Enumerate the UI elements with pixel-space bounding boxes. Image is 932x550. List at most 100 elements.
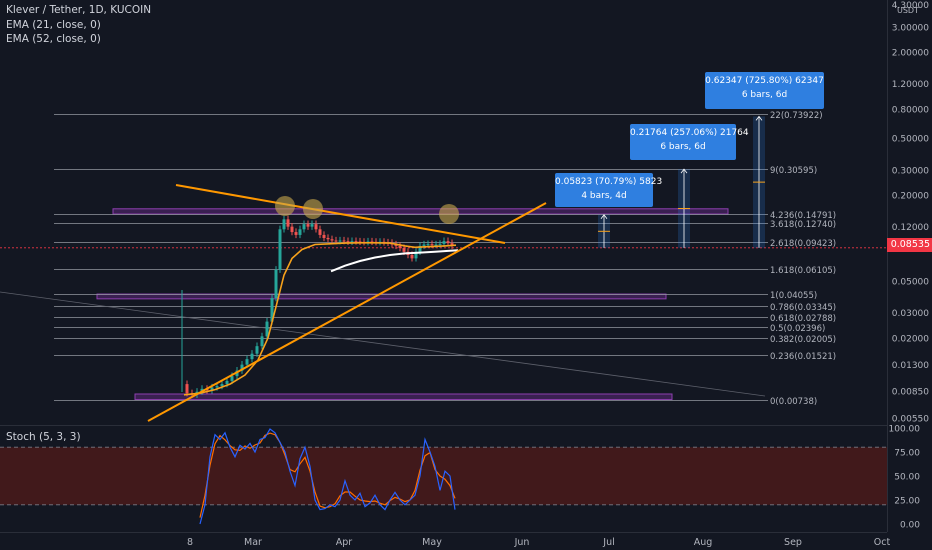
- candle-body-1: [185, 384, 189, 394]
- price-tick-6: 0.30000: [892, 166, 929, 176]
- fib-label-10: 4.236(0.14791): [770, 211, 836, 221]
- candle-body-50: [398, 245, 402, 249]
- candle-body-36: [342, 240, 346, 242]
- symbol-title[interactable]: Klever / Tether, 1D, KUCOIN: [6, 4, 152, 16]
- candle-body-8: [220, 384, 224, 387]
- candle-body-10: [230, 376, 234, 381]
- measure-label-3[interactable]: 0.62347 (725.80%) 62347 6 bars, 6d: [705, 72, 824, 109]
- candle-body-60: [438, 243, 442, 245]
- highlight-circles: [275, 196, 459, 224]
- candle-body-6: [210, 387, 214, 391]
- candle-body-12: [240, 364, 244, 371]
- fib-label-2: 0.382(0.02005): [770, 335, 836, 345]
- time-tick-8: Oct: [874, 537, 891, 548]
- candle-body-39: [354, 241, 358, 243]
- measure-3-change: 0.62347 (725.80%) 62347: [705, 76, 824, 86]
- candle-body-24: [294, 232, 298, 235]
- ema52-legend[interactable]: EMA (52, close, 0): [6, 33, 101, 45]
- price-tick-15: 0.00550: [892, 415, 929, 425]
- candle-body-55: [418, 245, 422, 252]
- measure-label-2[interactable]: 0.21764 (257.06%) 21764 6 bars, 6d: [630, 124, 749, 160]
- stoch-legend[interactable]: Stoch (5, 3, 3): [6, 431, 81, 443]
- current-price-badge: 0.08535: [887, 238, 932, 252]
- long-trendline: [0, 291, 766, 397]
- fib-label-5: 0.786(0.03345): [770, 303, 836, 313]
- price-tick-13: 0.01300: [892, 361, 929, 371]
- ema21-legend[interactable]: EMA (21, close, 0): [6, 19, 101, 31]
- candle-body-18: [270, 298, 274, 322]
- candle-body-14: [250, 353, 254, 360]
- price-tick-8: 0.12000: [892, 223, 929, 233]
- candle-body-16: [260, 336, 264, 347]
- measure-arrowhead-2: [680, 168, 688, 174]
- candle-body-31: [322, 234, 326, 238]
- fib-label-0: 0(0.00738): [770, 397, 817, 407]
- zone-1: [112, 208, 729, 215]
- stoch-k-line: [199, 428, 456, 525]
- time-tick-6: Aug: [694, 537, 713, 548]
- candle-body-15: [255, 346, 259, 354]
- descending-resistance-line: [175, 184, 506, 244]
- price-tick-3: 1.20000: [892, 80, 929, 90]
- candle-body-35: [338, 240, 342, 242]
- price-axis[interactable]: 4.30000 3.00000 2.00000 1.20000 0.80000 0.500…: [889, 1, 930, 531]
- fib-label-6: 1(0.04055): [770, 291, 817, 301]
- measure-2-bars: 6 bars, 6d: [660, 142, 706, 152]
- measure-1-change: 0.05823 (70.79%) 5823: [555, 177, 663, 187]
- ema52-line: [330, 249, 459, 273]
- stoch-tick-2: 50.00: [894, 473, 920, 483]
- candle-body-49: [394, 244, 398, 246]
- candle-body-34: [334, 240, 338, 242]
- candle-body-25: [298, 229, 302, 235]
- ema-lines: [183, 242, 459, 396]
- candle-body-23: [290, 226, 294, 233]
- time-tick-0: 8: [187, 537, 193, 548]
- grid-lines: [0, 0, 888, 533]
- measure-arrowhead-1: [600, 214, 608, 220]
- fib-label-12: 22(0.73922): [770, 111, 823, 121]
- measure-1-bars: 4 bars, 4d: [581, 191, 627, 201]
- candle-body-54: [414, 251, 418, 259]
- candle-body-19: [274, 269, 278, 299]
- candle-body-59: [434, 244, 438, 246]
- zone-3: [134, 393, 673, 401]
- measure-arrowhead-3: [755, 115, 763, 121]
- time-tick-4: Jun: [514, 537, 530, 548]
- stoch-tick-3: 25.00: [894, 497, 920, 507]
- time-tick-2: Apr: [336, 537, 353, 548]
- price-tick-2: 2.00000: [892, 49, 929, 59]
- candle-body-22: [286, 219, 290, 227]
- triangle-trendlines: [147, 184, 547, 422]
- candle-body-57: [426, 244, 430, 246]
- fib-label-8: 2.618(0.09423): [770, 239, 836, 249]
- peak-circle-1: [275, 196, 295, 216]
- long-descending-line: [0, 291, 766, 397]
- candle-body-32: [326, 237, 330, 240]
- time-tick-1: Mar: [244, 537, 262, 548]
- stochastic-panel: [0, 428, 887, 525]
- candle-body-61: [442, 241, 446, 244]
- candle-body-21: [282, 219, 286, 230]
- measure-3-bars: 6 bars, 6d: [741, 90, 788, 100]
- time-tick-5: Jul: [602, 537, 614, 548]
- candle-body-42: [366, 241, 370, 243]
- stoch-tick-4: 0.00: [900, 521, 920, 531]
- candle-body-17: [265, 321, 269, 337]
- candle-body-53: [410, 255, 414, 259]
- measure-label-1[interactable]: 0.05823 (70.79%) 5823 4 bars, 4d: [555, 173, 663, 207]
- time-axis[interactable]: 8 Mar Apr May Jun Jul Aug Sep Oct: [187, 537, 891, 548]
- time-tick-7: Sep: [784, 537, 802, 548]
- candle-body-29: [314, 224, 318, 230]
- price-tick-1: 3.00000: [892, 23, 929, 33]
- price-tick-4: 0.80000: [892, 105, 929, 115]
- stoch-tick-0: 100.00: [889, 425, 921, 435]
- price-tick-0: 4.30000: [892, 1, 929, 11]
- price-tick-12: 0.02000: [892, 334, 929, 344]
- supply-demand-zones: [96, 208, 729, 401]
- price-tick-7: 0.20000: [892, 191, 929, 201]
- candle-body-58: [430, 244, 434, 246]
- candle-body-20: [278, 229, 282, 270]
- candle-body-30: [318, 229, 322, 235]
- fib-label-4: 0.618(0.02788): [770, 314, 836, 324]
- candle-body-28: [310, 224, 314, 227]
